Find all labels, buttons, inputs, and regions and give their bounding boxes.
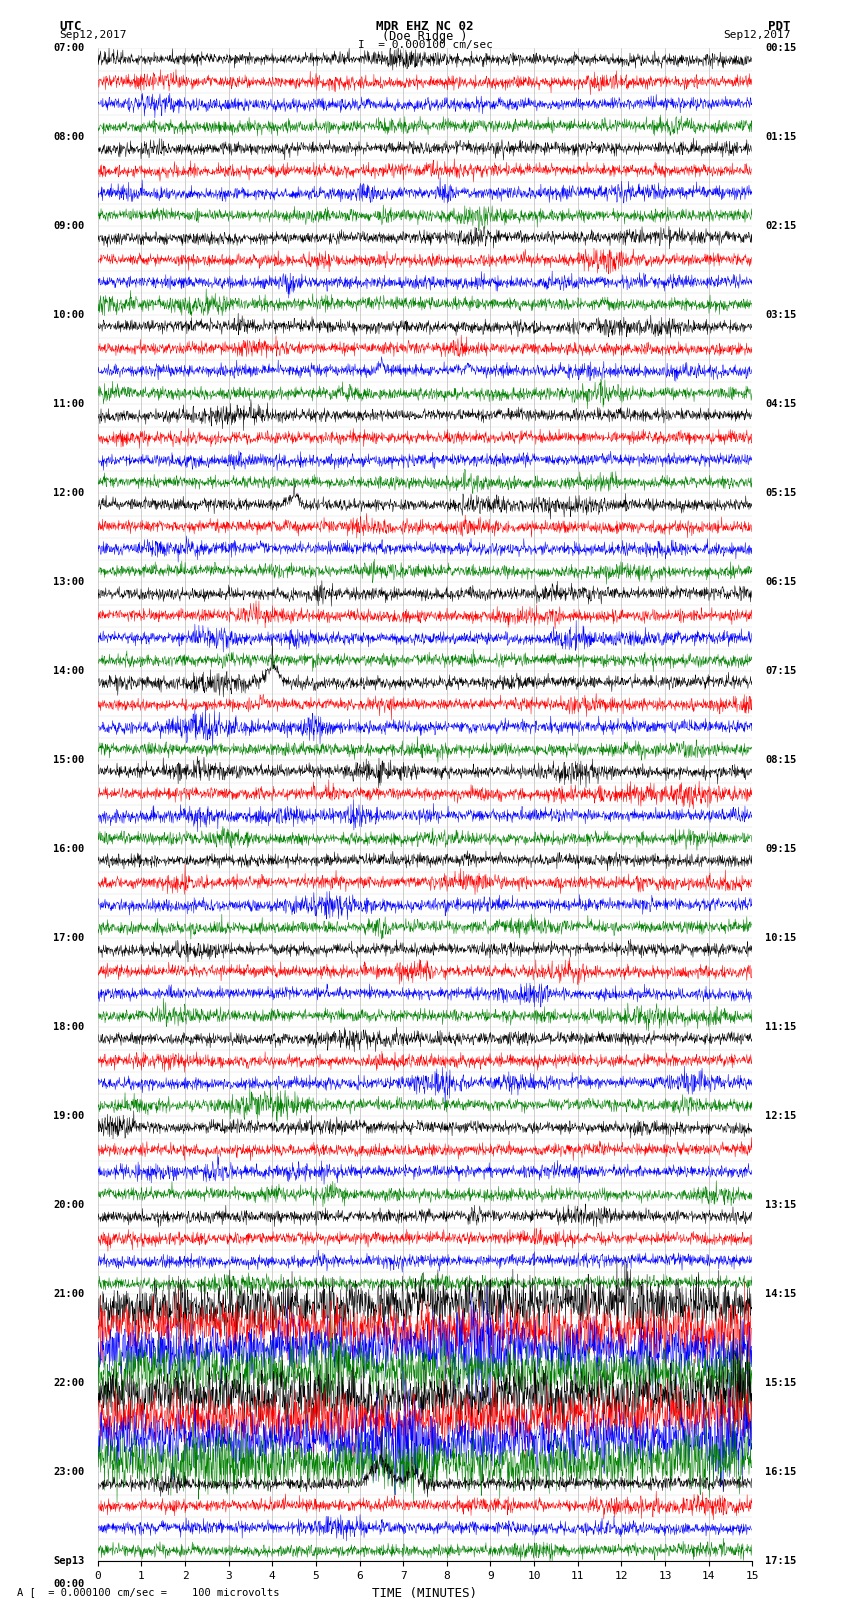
- Text: 00:15: 00:15: [765, 44, 796, 53]
- Text: 02:15: 02:15: [765, 221, 796, 231]
- Text: 07:00: 07:00: [54, 44, 85, 53]
- Text: 16:15: 16:15: [765, 1468, 796, 1478]
- Text: 05:15: 05:15: [765, 489, 796, 498]
- Text: 19:00: 19:00: [54, 1111, 85, 1121]
- Text: 20:00: 20:00: [54, 1200, 85, 1210]
- X-axis label: TIME (MINUTES): TIME (MINUTES): [372, 1587, 478, 1600]
- Text: 09:15: 09:15: [765, 844, 796, 855]
- Text: 07:15: 07:15: [765, 666, 796, 676]
- Text: Sep13: Sep13: [54, 1557, 85, 1566]
- Text: PDT: PDT: [768, 19, 790, 34]
- Text: 00:00: 00:00: [54, 1579, 85, 1589]
- Text: 16:00: 16:00: [54, 844, 85, 855]
- Text: UTC: UTC: [60, 19, 82, 34]
- Text: 14:15: 14:15: [765, 1289, 796, 1300]
- Text: 06:15: 06:15: [765, 577, 796, 587]
- Text: 12:00: 12:00: [54, 489, 85, 498]
- Text: 11:00: 11:00: [54, 400, 85, 410]
- Text: 22:00: 22:00: [54, 1379, 85, 1389]
- Text: 04:15: 04:15: [765, 400, 796, 410]
- Text: 10:15: 10:15: [765, 934, 796, 944]
- Text: 11:15: 11:15: [765, 1023, 796, 1032]
- Text: 17:00: 17:00: [54, 934, 85, 944]
- Text: Sep12,2017: Sep12,2017: [723, 31, 791, 40]
- Text: I  = 0.000100 cm/sec: I = 0.000100 cm/sec: [358, 39, 492, 50]
- Text: 09:00: 09:00: [54, 221, 85, 231]
- Text: 15:15: 15:15: [765, 1379, 796, 1389]
- Text: 18:00: 18:00: [54, 1023, 85, 1032]
- Text: 14:00: 14:00: [54, 666, 85, 676]
- Text: 13:15: 13:15: [765, 1200, 796, 1210]
- Text: 23:00: 23:00: [54, 1468, 85, 1478]
- Text: (Doe Ridge ): (Doe Ridge ): [382, 31, 468, 44]
- Text: 10:00: 10:00: [54, 310, 85, 321]
- Text: MDR EHZ NC 02: MDR EHZ NC 02: [377, 19, 473, 34]
- Text: 08:00: 08:00: [54, 132, 85, 142]
- Text: Sep12,2017: Sep12,2017: [60, 31, 127, 40]
- Text: A [  = 0.000100 cm/sec =    100 microvolts: A [ = 0.000100 cm/sec = 100 microvolts: [17, 1587, 280, 1597]
- Text: 15:00: 15:00: [54, 755, 85, 766]
- Text: 21:00: 21:00: [54, 1289, 85, 1300]
- Text: 17:15: 17:15: [765, 1557, 796, 1566]
- Text: 03:15: 03:15: [765, 310, 796, 321]
- Text: 13:00: 13:00: [54, 577, 85, 587]
- Text: 01:15: 01:15: [765, 132, 796, 142]
- Text: 08:15: 08:15: [765, 755, 796, 766]
- Text: 12:15: 12:15: [765, 1111, 796, 1121]
